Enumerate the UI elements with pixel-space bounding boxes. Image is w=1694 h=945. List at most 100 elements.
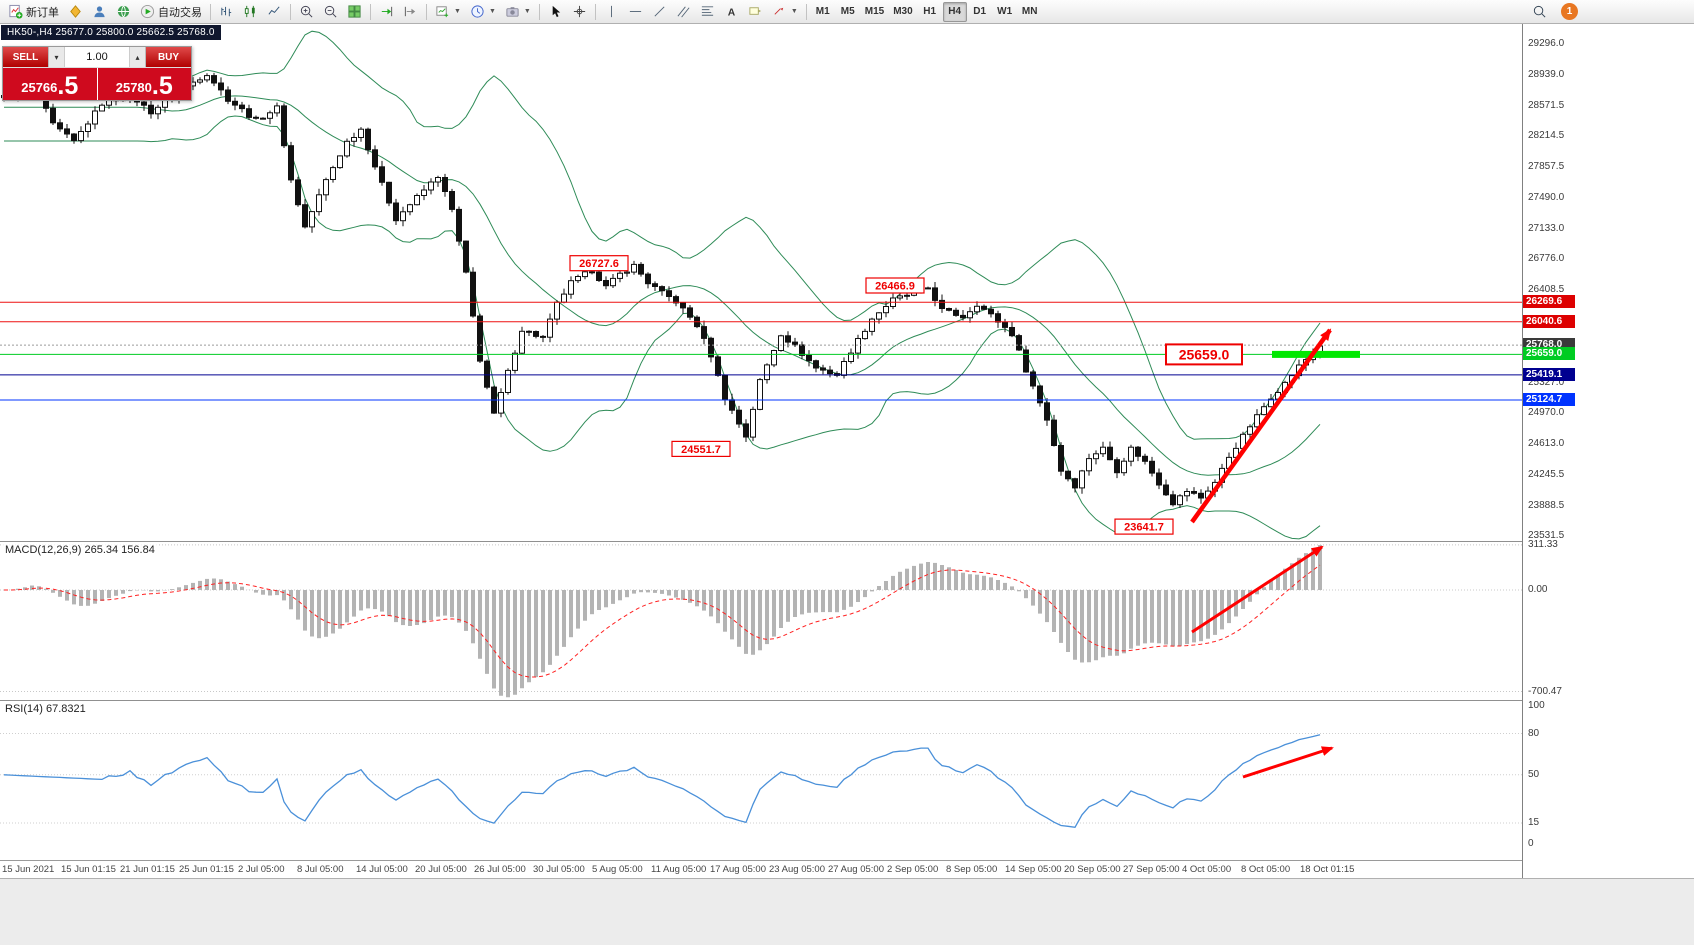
support-zone-highlight[interactable] bbox=[1272, 350, 1360, 358]
price-annotation[interactable]: 26727.6 bbox=[569, 255, 629, 272]
tile-windows-button[interactable] bbox=[343, 2, 366, 22]
screenshot-button[interactable]: ▼ bbox=[501, 2, 535, 22]
rsi-indicator-canvas[interactable] bbox=[0, 700, 1522, 860]
svg-text:25659.0: 25659.0 bbox=[1179, 346, 1230, 362]
time-axis-label: 11 Aug 05:00 bbox=[651, 864, 707, 875]
bollinger-upper bbox=[4, 30, 1321, 440]
label-tool-button[interactable] bbox=[744, 2, 767, 22]
favorites-button[interactable] bbox=[64, 2, 87, 22]
time-axis-label: 4 Oct 05:00 bbox=[1182, 864, 1232, 875]
toolbar-separator bbox=[594, 3, 596, 20]
timeframe-m1[interactable]: M1 bbox=[811, 2, 835, 22]
time-axis-label: 5 Aug 05:00 bbox=[592, 864, 643, 875]
chart-shift-button[interactable] bbox=[399, 2, 422, 22]
time-axis-label: 30 Jul 05:00 bbox=[533, 864, 585, 875]
chart-ohlc-header: HK50-,H4 25677.0 25800.0 25662.5 25768.0 bbox=[1, 25, 221, 40]
timeframe-d1[interactable]: D1 bbox=[968, 2, 992, 22]
refresh-button[interactable]: ▼ bbox=[466, 2, 500, 22]
tile-windows-icon bbox=[348, 5, 361, 18]
time-axis-label: 27 Sep 05:00 bbox=[1123, 864, 1180, 875]
dropdown-caret-icon: ▼ bbox=[790, 8, 798, 15]
zoom-in-icon bbox=[300, 5, 313, 18]
trend-arrow[interactable] bbox=[1242, 746, 1334, 779]
price-annotation[interactable]: 26466.9 bbox=[865, 277, 925, 294]
axis-separator bbox=[1522, 24, 1523, 878]
price-axis-tick: 23888.5 bbox=[1528, 499, 1565, 511]
rsi-line bbox=[3, 734, 1321, 829]
new-order-icon bbox=[9, 4, 23, 19]
crosshair-tool-button[interactable] bbox=[568, 2, 591, 22]
sell-price-display[interactable]: 25766.5 bbox=[3, 68, 97, 100]
time-axis-label: 8 Jul 05:00 bbox=[297, 864, 344, 875]
toolbar-separator bbox=[426, 3, 427, 20]
zoom-in-button[interactable] bbox=[295, 2, 318, 22]
horizontal-line-tool-button[interactable] bbox=[624, 2, 647, 22]
rsi-axis-tick: 80 bbox=[1528, 727, 1540, 739]
price-badge: 25659.0 bbox=[1523, 347, 1575, 361]
timeframe-h1[interactable]: H1 bbox=[918, 2, 942, 22]
svg-text:23641.7: 23641.7 bbox=[1124, 522, 1164, 534]
time-axis-label: 8 Oct 05:00 bbox=[1241, 864, 1291, 875]
timeframe-mn[interactable]: MN bbox=[1018, 2, 1042, 22]
timeframe-m30[interactable]: M30 bbox=[889, 2, 916, 22]
fibonacci-icon bbox=[701, 6, 713, 16]
time-axis[interactable]: 15 Jun 2021 15 Jun 01:15 21 Jun 01:15 25 Ju… bbox=[0, 860, 1522, 878]
price-axis-tick: 26408.5 bbox=[1528, 284, 1565, 296]
timeframe-w1[interactable]: W1 bbox=[993, 2, 1017, 22]
macd-axis-tick: 311.33 bbox=[1528, 538, 1558, 550]
trendline-tool-button[interactable] bbox=[648, 2, 671, 22]
text-tool-button[interactable]: A bbox=[720, 2, 743, 22]
price-axis-tick: 24613.0 bbox=[1528, 437, 1565, 449]
price-annotation[interactable]: 23641.7 bbox=[1114, 518, 1174, 535]
buy-price-display[interactable]: 25780.5 bbox=[97, 68, 191, 100]
main-chart-canvas[interactable]: 26727.6 26466.9 25659.0 24551.7 23641.7 bbox=[0, 24, 1522, 541]
price-axis[interactable]: 29296.0 28939.0 28571.5 28214.5 27857.5 27490… bbox=[1523, 24, 1694, 878]
candlestick-chart-icon bbox=[244, 5, 255, 18]
new-order-button[interactable]: 新订单 bbox=[4, 2, 63, 22]
time-axis-label: 17 Aug 05:00 bbox=[710, 864, 766, 875]
sell-button[interactable]: SELL bbox=[3, 47, 48, 67]
line-chart-mode-button[interactable] bbox=[263, 2, 286, 22]
trend-arrow[interactable] bbox=[1190, 328, 1332, 524]
notification-badge[interactable]: 1 bbox=[1561, 3, 1578, 20]
volume-input[interactable] bbox=[64, 47, 130, 67]
bar-chart-mode-button[interactable] bbox=[215, 2, 238, 22]
price-axis-tick: 28571.5 bbox=[1528, 99, 1565, 111]
shapes-tool-button[interactable]: ▼ bbox=[768, 2, 802, 22]
price-axis-tick: 26776.0 bbox=[1528, 253, 1565, 265]
chart-shift-icon bbox=[404, 6, 416, 17]
channel-tool-button[interactable] bbox=[672, 2, 695, 22]
price-axis-tick: 28214.5 bbox=[1528, 130, 1565, 142]
macd-indicator-canvas[interactable] bbox=[0, 541, 1522, 700]
vertical-line-tool-button[interactable] bbox=[600, 2, 623, 22]
buy-button[interactable]: BUY bbox=[146, 47, 191, 67]
toolbar-separator bbox=[210, 3, 211, 20]
trade-panel-prices: 25766.5 25780.5 bbox=[3, 67, 191, 100]
fibonacci-tool-button[interactable] bbox=[696, 2, 719, 22]
dropdown-caret-icon: ▼ bbox=[523, 8, 531, 15]
autoscroll-button[interactable] bbox=[375, 2, 398, 22]
candle-chart-mode-button[interactable] bbox=[239, 2, 262, 22]
timeframe-group: M1 M5 M15 M30 H1 H4 D1 W1 MN bbox=[811, 1, 1042, 22]
timeframe-h4[interactable]: H4 bbox=[942, 1, 967, 22]
time-axis-label: 14 Sep 05:00 bbox=[1005, 864, 1062, 875]
trendline-icon bbox=[654, 6, 665, 17]
profile-button[interactable] bbox=[88, 2, 111, 22]
timeframe-m5[interactable]: M5 bbox=[836, 2, 860, 22]
search-button[interactable] bbox=[1528, 2, 1551, 22]
volume-increase-button[interactable]: ▴ bbox=[130, 47, 145, 67]
zoom-out-button[interactable] bbox=[319, 2, 342, 22]
autotrade-button[interactable]: 自动交易 bbox=[136, 2, 206, 22]
price-annotation[interactable]: 25659.0 bbox=[1165, 343, 1243, 366]
toolbar: 新订单 自动交易 ▼ ▼ bbox=[0, 0, 1694, 24]
gold-diamond-icon bbox=[70, 5, 81, 18]
volume-decrease-button[interactable]: ▾ bbox=[49, 47, 64, 67]
new-chart-button[interactable]: ▼ bbox=[431, 2, 465, 22]
price-annotation[interactable]: 24551.7 bbox=[671, 440, 731, 457]
cursor-tool-button[interactable] bbox=[544, 2, 567, 22]
timeframe-m15[interactable]: M15 bbox=[861, 2, 888, 22]
time-axis-label: 15 Jun 2021 bbox=[2, 864, 55, 875]
community-button[interactable] bbox=[112, 2, 135, 22]
text-label-icon bbox=[749, 7, 761, 15]
trend-arrow[interactable] bbox=[1191, 545, 1324, 634]
